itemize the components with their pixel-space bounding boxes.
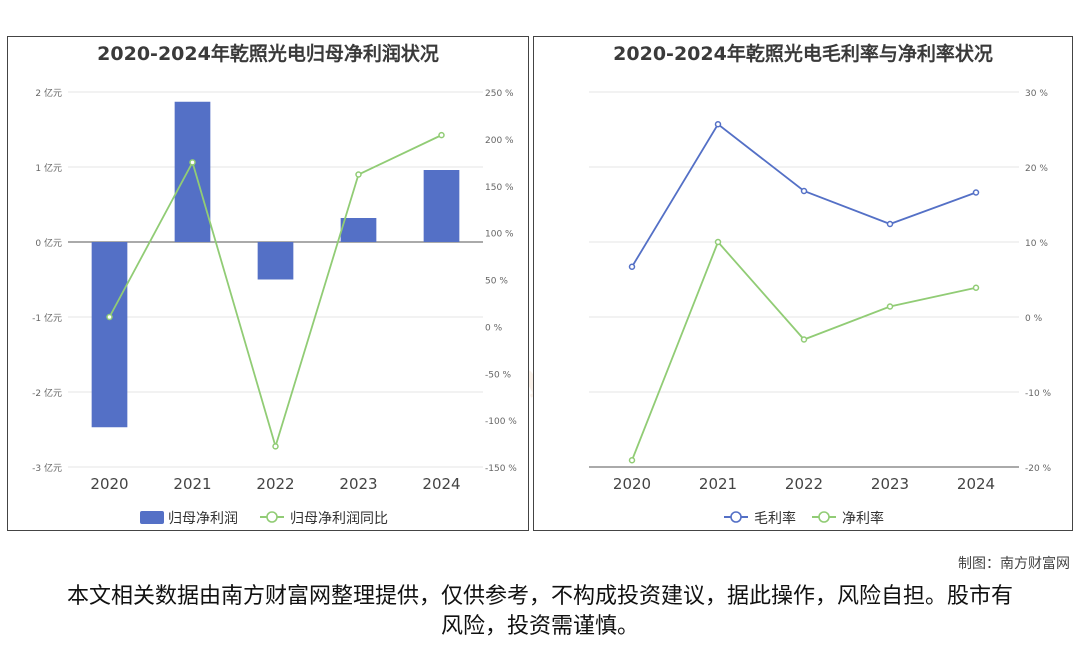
x-tick-label-2020: 2020 bbox=[613, 475, 651, 493]
series-line-净利率 bbox=[631, 240, 977, 461]
y-left-tick-label: -2 亿元 bbox=[32, 387, 62, 399]
legend: 毛利率 净利率 bbox=[724, 510, 884, 527]
net-profit-chart-title: 2020-2024年乾照光电归母净利润状况 bbox=[97, 43, 439, 65]
y-right-tick-label: 150 % bbox=[485, 183, 514, 193]
x-tick-label-2023: 2023 bbox=[339, 475, 377, 493]
series-line-毛利率 bbox=[631, 122, 977, 268]
point-净利率-2023 bbox=[886, 303, 894, 310]
y-right-tick-label: 20 % bbox=[1025, 164, 1048, 174]
legend-label-毛利率: 毛利率 bbox=[754, 510, 796, 527]
yoy-point-2020 bbox=[106, 313, 113, 321]
yoy-point-2022 bbox=[272, 443, 279, 450]
bar-2020 bbox=[91, 242, 128, 428]
y-right-tick-label: 10 % bbox=[1025, 239, 1048, 249]
y-right-tick-label: 50 % bbox=[485, 277, 508, 287]
legend-label-净利率: 净利率 bbox=[842, 510, 884, 527]
y-left-tick-label: -3 亿元 bbox=[32, 462, 62, 474]
legend-marker-毛利率 bbox=[730, 511, 742, 523]
y-right-tick-label: 250 % bbox=[485, 89, 514, 99]
yoy-point-2021 bbox=[189, 159, 196, 166]
y-left-tick-label: -1 亿元 bbox=[32, 312, 62, 324]
x-tick-label-2022: 2022 bbox=[256, 475, 294, 493]
bar-2021 bbox=[174, 101, 211, 242]
point-毛利率-2023 bbox=[886, 220, 894, 228]
yoy-point-2024 bbox=[438, 131, 445, 139]
y-left-tick-label: 0 亿元 bbox=[35, 237, 62, 249]
point-净利率-2021 bbox=[714, 238, 722, 246]
net-profit-chart-panel: 2020-2024年乾照光电归母净利润状况 -3 亿元 -2 亿元 -1 亿元 0 亿… bbox=[7, 36, 529, 531]
legend-bar-swatch bbox=[140, 511, 164, 524]
point-毛利率-2020 bbox=[628, 263, 636, 270]
y-right-tick-label: -10 % bbox=[1025, 389, 1052, 399]
point-毛利率-2024 bbox=[972, 189, 980, 196]
yoy-line bbox=[108, 134, 442, 450]
y-right-tick-label: 0 % bbox=[485, 323, 503, 333]
y-right-tick-label: 0 % bbox=[1025, 314, 1043, 324]
legend-marker-净利率 bbox=[818, 511, 830, 523]
y-right-tick-label: 30 % bbox=[1025, 89, 1048, 99]
margin-chart-title: 2020-2024年乾照光电毛利率与净利率状况 bbox=[613, 43, 993, 65]
x-tick-label-2020: 2020 bbox=[90, 475, 128, 493]
y-right-tick-label: 200 % bbox=[485, 136, 514, 146]
x-tick-label-2024: 2024 bbox=[422, 475, 460, 493]
legend-bar-label: 归母净利润 bbox=[168, 510, 238, 527]
bar-2024 bbox=[423, 170, 460, 242]
x-tick-label-2023: 2023 bbox=[871, 475, 909, 493]
legend-line-marker bbox=[266, 511, 278, 523]
y-right-tick-label: -20 % bbox=[1025, 464, 1052, 474]
margin-chart-panel: 2020-2024年乾照光电毛利率与净利率状况 -20 % -10 % 0 % 10 … bbox=[533, 36, 1073, 531]
point-净利率-2022 bbox=[800, 336, 808, 343]
yoy-point-2023 bbox=[355, 171, 362, 178]
x-tick-label-2024: 2024 bbox=[957, 475, 995, 493]
point-毛利率-2021 bbox=[714, 121, 722, 128]
margin-chart: -20 % -10 % 0 % 10 % 20 % 30 % 2020 2021 2022 202… bbox=[589, 89, 1052, 527]
point-净利率-2024 bbox=[972, 284, 980, 291]
legend: 归母净利润 归母净利润同比 bbox=[140, 510, 388, 527]
y-left-tick-label: 1 亿元 bbox=[35, 162, 62, 174]
point-毛利率-2022 bbox=[800, 187, 808, 195]
x-tick-label-2022: 2022 bbox=[785, 475, 823, 493]
y-right-tick-label: 100 % bbox=[485, 230, 514, 240]
y-left-tick-label: 2 亿元 bbox=[35, 87, 62, 99]
net-profit-chart: -3 亿元 -2 亿元 -1 亿元 0 亿元 1 亿元 2 亿元 -150 % -100 % -… bbox=[32, 87, 517, 527]
bar-2023 bbox=[340, 218, 377, 242]
bar-2022 bbox=[257, 242, 294, 280]
y-right-tick-label: -100 % bbox=[485, 417, 517, 427]
disclaimer-text: 本文相关数据由南方财富网整理提供，仅供参考，不构成投资建议，据此操作，风险自担。… bbox=[66, 584, 1013, 639]
point-净利率-2020 bbox=[628, 457, 636, 464]
legend-line-label: 归母净利润同比 bbox=[290, 510, 388, 527]
chart-credit: 制图：南方财富网 bbox=[958, 556, 1070, 572]
y-right-tick-label: -50 % bbox=[485, 370, 512, 380]
y-right-tick-label: -150 % bbox=[485, 464, 517, 474]
x-tick-label-2021: 2021 bbox=[173, 475, 211, 493]
x-tick-label-2021: 2021 bbox=[699, 475, 737, 493]
